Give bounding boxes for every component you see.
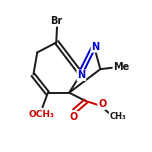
Text: Br: Br: [51, 16, 63, 26]
Text: N: N: [77, 70, 85, 80]
Text: N: N: [91, 42, 100, 52]
Text: CH₃: CH₃: [109, 112, 126, 121]
Text: O: O: [70, 112, 78, 122]
Text: Me: Me: [113, 62, 130, 72]
Text: OCH₃: OCH₃: [29, 110, 55, 119]
Text: O: O: [98, 99, 106, 109]
